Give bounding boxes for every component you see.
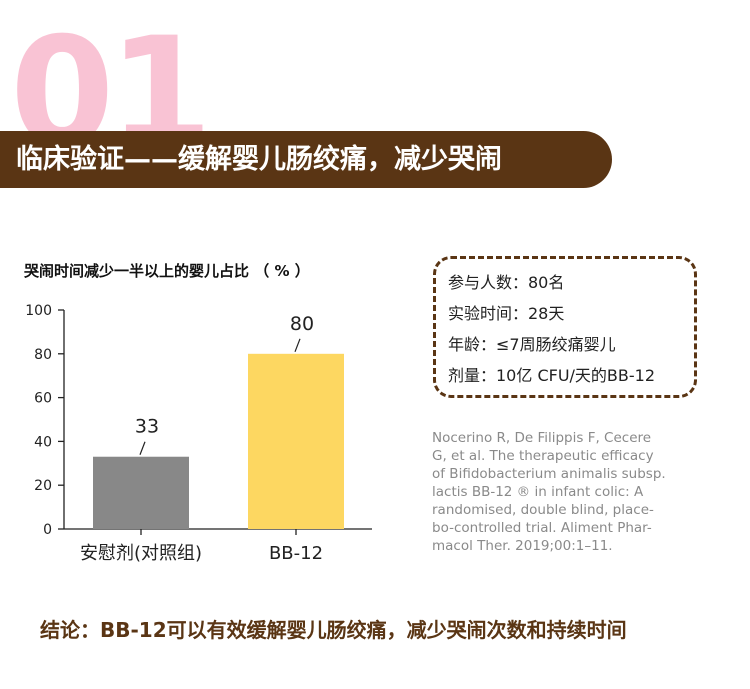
bar-chart: 0 20 40 60 80 100 33 安慰剂(对照组) 80 BB-12 bbox=[25, 303, 372, 564]
citation-line: G, et al. The therapeutic efficacy bbox=[432, 448, 654, 464]
y-tick-label: 100 bbox=[25, 303, 52, 319]
citation-line: lactis BB-12 ® in infant colic: A bbox=[432, 484, 644, 500]
citation-line: of Bifidobacterium animalis subsp. bbox=[432, 466, 666, 482]
citation-line: randomised, double blind, place- bbox=[432, 502, 654, 518]
page-title: 临床验证——缓解婴儿肠绞痛，减少哭闹 bbox=[16, 144, 502, 175]
section-number: 01 bbox=[10, 18, 207, 133]
data-label: 33 bbox=[135, 416, 159, 438]
y-tick-label: 0 bbox=[43, 522, 52, 538]
data-label-leader bbox=[139, 441, 146, 455]
chart-title: 哭闹时间减少一半以上的婴儿占比 （ % ） bbox=[24, 262, 310, 280]
info-age: 年龄：≤7周肠绞痛婴儿 bbox=[448, 335, 616, 354]
citation-line: bo-controlled trial. Aliment Phar- bbox=[432, 520, 652, 536]
conclusion-text: 结论：BB-12可以有效缓解婴儿肠绞痛，减少哭闹次数和持续时间 bbox=[40, 618, 627, 642]
citation: Nocerino R, De Filippis F, Cecere G, et … bbox=[432, 429, 707, 555]
x-tick-label: BB-12 bbox=[269, 543, 323, 564]
info-dose: 剂量：10亿 CFU/天的BB-12 bbox=[448, 366, 656, 385]
citation-line: macol Ther. 2019;00:1–11. bbox=[432, 538, 613, 554]
title-banner: 临床验证——缓解婴儿肠绞痛，减少哭闹 bbox=[0, 131, 612, 188]
data-label-leader bbox=[294, 338, 301, 353]
bar bbox=[248, 353, 344, 529]
y-tick-label: 80 bbox=[34, 347, 52, 363]
study-info-box: 参与人数：80名 实验时间：28天 年龄：≤7周肠绞痛婴儿 剂量：10亿 CFU… bbox=[433, 256, 697, 398]
info-participants: 参与人数：80名 bbox=[448, 273, 565, 292]
y-tick-label: 20 bbox=[34, 478, 52, 494]
x-tick-label: 安慰剂(对照组) bbox=[80, 543, 202, 564]
y-tick-label: 60 bbox=[34, 391, 52, 407]
info-duration: 实验时间：28天 bbox=[448, 304, 565, 323]
citation-line: Nocerino R, De Filippis F, Cecere bbox=[432, 430, 652, 446]
bar bbox=[93, 456, 189, 529]
data-label: 80 bbox=[290, 313, 314, 335]
y-tick-label: 40 bbox=[34, 434, 52, 450]
